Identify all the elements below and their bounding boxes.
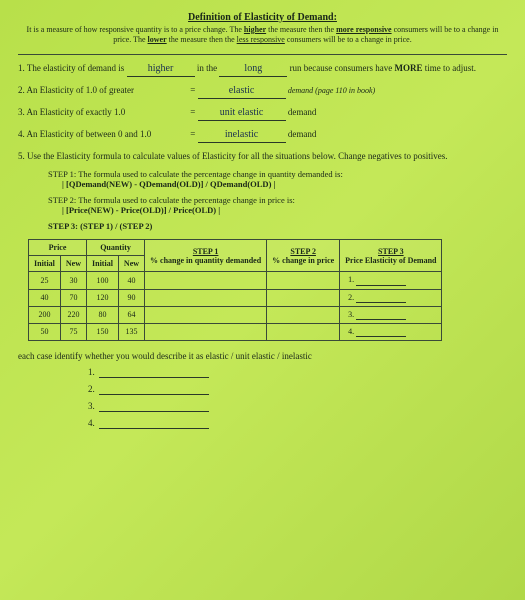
answer-blank[interactable]: elastic [198, 84, 286, 99]
table-row: 2530100401. [29, 272, 442, 289]
elasticity-table: Price Quantity STEP 1% change in quantit… [28, 239, 442, 341]
question-5: 5. Use the Elasticity formula to calcula… [18, 150, 507, 163]
answer-list: 1. 2. 3. 4. [88, 367, 507, 429]
question-2: 2. An Elasticity of 1.0 of greater = ela… [18, 84, 507, 99]
table-row: 4070120902. [29, 289, 442, 306]
answer-line[interactable] [99, 368, 209, 378]
col-price: Price [29, 240, 87, 256]
col-step1: STEP 1% change in quantity demanded [145, 240, 267, 272]
answer-line[interactable] [99, 419, 209, 429]
step-3: STEP 3: (STEP 1) / (STEP 2) [48, 221, 507, 231]
answer-line[interactable] [99, 402, 209, 412]
answer-blank[interactable]: inelastic [198, 128, 286, 143]
answer-blank[interactable]: unit elastic [198, 106, 286, 121]
step-1: STEP 1: The formula used to calculate th… [48, 169, 507, 189]
col-step3: STEP 3Price Elasticity of Demand [340, 240, 442, 272]
col-step2: STEP 2% change in price [267, 240, 340, 272]
answer-blank[interactable]: higher [127, 62, 195, 77]
identify-question: each case identify whether you would des… [18, 351, 507, 361]
question-1: 1. The elasticity of demand is higher in… [18, 62, 507, 77]
answer-line[interactable] [99, 385, 209, 395]
col-qty: Quantity [87, 240, 145, 256]
page-title: Definition of Elasticity of Demand: [18, 12, 507, 23]
step-2: STEP 2: The formula used to calculate th… [48, 195, 507, 215]
question-4: 4. An Elasticity of between 0 and 1.0 = … [18, 128, 507, 143]
question-3: 3. An Elasticity of exactly 1.0 = unit e… [18, 106, 507, 121]
divider [18, 54, 507, 55]
answer-blank[interactable]: long [219, 62, 287, 77]
table-row: 50751501354. [29, 323, 442, 340]
page-subtitle: It is a measure of how responsive quanti… [18, 25, 507, 46]
table-row: 20022080643. [29, 306, 442, 323]
